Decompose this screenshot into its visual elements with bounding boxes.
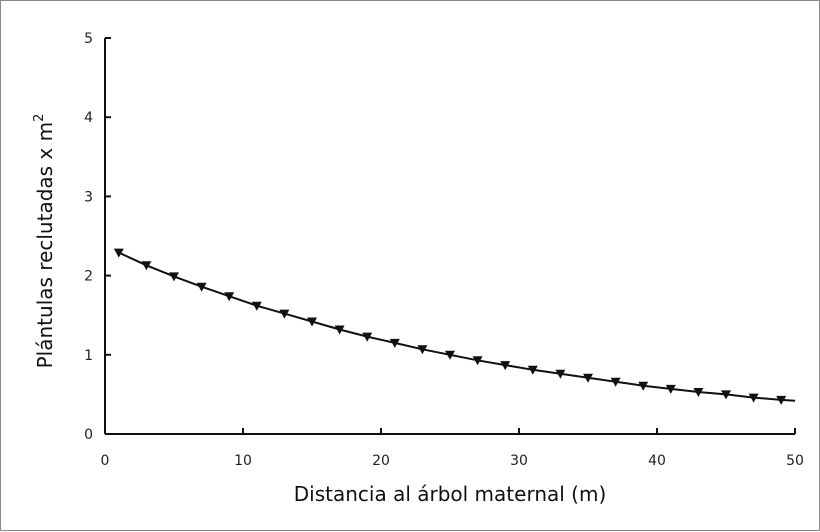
axes xyxy=(104,38,795,435)
data-point-marker xyxy=(251,301,262,311)
data-point-marker xyxy=(665,384,676,394)
y-tick-label: 5 xyxy=(84,31,93,47)
data-point-marker xyxy=(445,350,455,360)
data-point-marker xyxy=(527,365,538,375)
y-tick-label: 2 xyxy=(84,269,93,285)
series-seedlings xyxy=(113,248,796,405)
fitted-curve xyxy=(118,251,796,402)
x-tick-label: 40 xyxy=(648,453,666,469)
data-point-marker xyxy=(472,356,483,366)
data-point-marker xyxy=(169,272,179,282)
data-point-marker xyxy=(389,338,400,348)
y-axis-title-main: Plántulas reclutadas x m xyxy=(33,122,57,368)
axis-titles: Distancia al árbol maternal (m) Plántula… xyxy=(32,114,606,506)
data-point-marker xyxy=(279,309,290,319)
data-point-marker xyxy=(748,393,759,403)
data-point-marker xyxy=(196,282,207,292)
x-tick-label: 0 xyxy=(101,453,110,469)
data-point-marker xyxy=(113,248,124,258)
y-axis-title: Plántulas reclutadas x m2 xyxy=(32,114,57,369)
x-tick-label: 10 xyxy=(234,453,252,469)
x-tick-label: 20 xyxy=(372,453,390,469)
data-point-marker xyxy=(583,373,593,383)
data-point-marker xyxy=(555,369,566,379)
x-axis-title: Distancia al árbol maternal (m) xyxy=(294,482,607,506)
data-point-marker xyxy=(224,292,235,302)
data-point-marker xyxy=(307,317,317,327)
x-tick-label: 30 xyxy=(510,453,528,469)
data-point-marker xyxy=(693,388,704,397)
data-point-marker xyxy=(638,381,649,391)
x-tick-label: 50 xyxy=(786,453,804,469)
y-tick-label: 4 xyxy=(84,110,93,126)
data-point-marker xyxy=(417,345,428,355)
data-point-marker xyxy=(610,377,621,387)
y-tick-label: 3 xyxy=(84,189,93,205)
data-point-marker xyxy=(362,332,373,342)
y-tick-label: 0 xyxy=(84,427,93,443)
y-axis-title-superscript: 2 xyxy=(32,114,47,122)
data-point-marker xyxy=(500,361,511,371)
data-point-marker xyxy=(334,325,345,335)
data-point-marker xyxy=(776,395,787,405)
y-tick-label: 1 xyxy=(84,348,93,364)
data-point-marker xyxy=(141,261,152,271)
data-point-marker xyxy=(721,390,731,400)
